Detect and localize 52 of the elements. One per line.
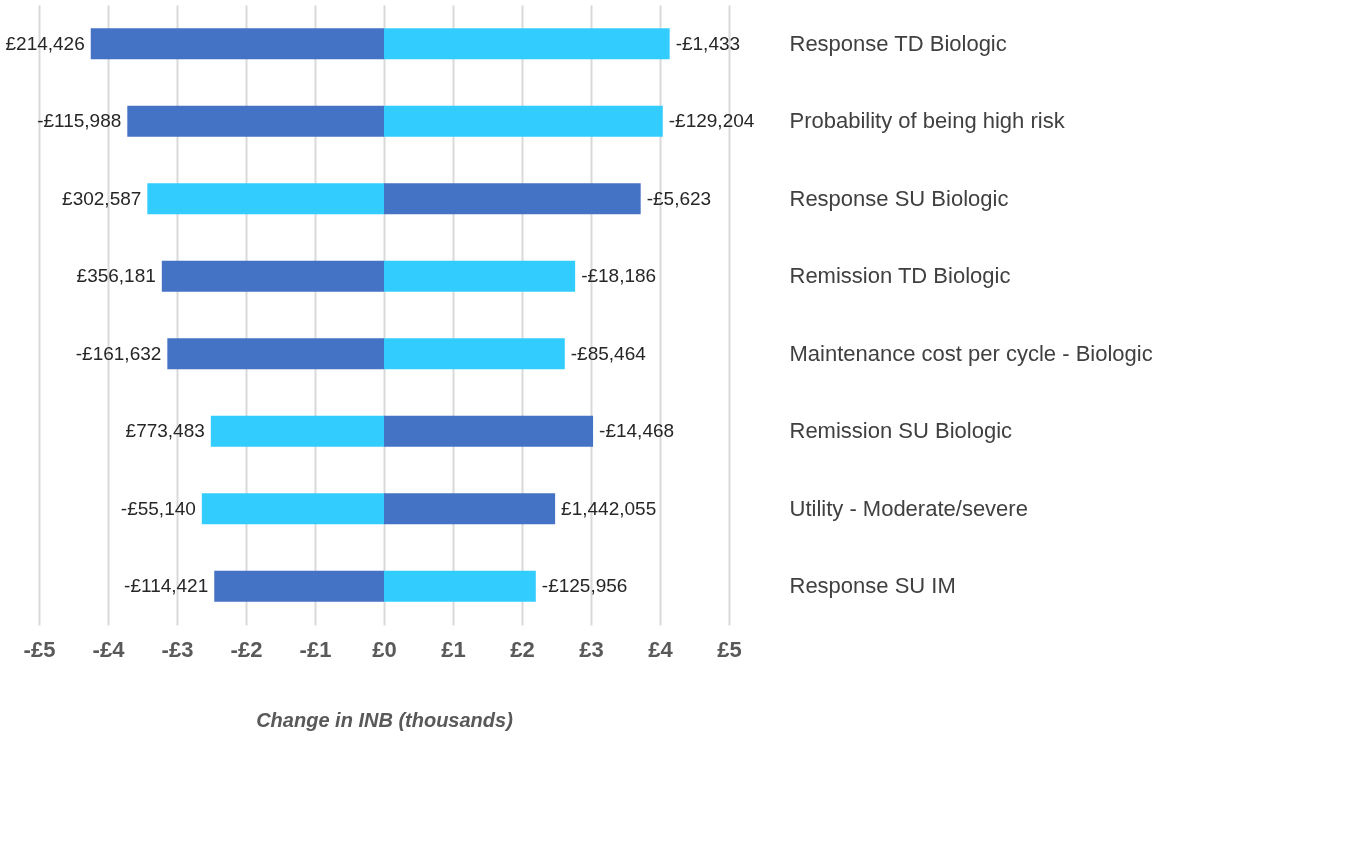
x-tick-label: £1	[441, 636, 466, 662]
bar	[161, 260, 384, 292]
annotation: £1,442,055	[561, 497, 657, 519]
y-tick-label: Response SU Biologic	[789, 185, 1009, 211]
bar	[210, 415, 384, 447]
x-tick-label: -£1	[299, 636, 332, 662]
y-tick-label: Response TD Biologic	[789, 30, 1007, 56]
bar	[384, 260, 576, 292]
annotation: -£85,464	[570, 342, 647, 364]
annotation: -£18,186	[581, 265, 657, 287]
bar	[127, 105, 384, 137]
x-tick-label: -£5	[23, 636, 56, 662]
x-tick-label: £5	[717, 636, 742, 662]
y-tick-label: Response SU IM	[789, 573, 956, 599]
annotation: -£129,204	[668, 110, 755, 132]
annotation: £214,426	[5, 32, 85, 54]
annotation: -£161,632	[75, 342, 162, 364]
bar	[147, 183, 384, 215]
bar	[201, 493, 384, 525]
x-tick-label: £0	[372, 636, 397, 662]
y-tick-label: Probability of being high risk	[789, 108, 1066, 134]
bar	[384, 570, 536, 602]
annotation: -£5,623	[646, 187, 712, 209]
bar	[384, 183, 641, 215]
bar	[384, 493, 556, 525]
y-tick-label: Remission SU Biologic	[789, 418, 1013, 444]
x-tick-label: -£2	[230, 636, 263, 662]
x-tick-label: -£3	[161, 636, 194, 662]
annotation: -£14,468	[599, 420, 675, 442]
bar	[214, 570, 384, 602]
annotation: -£114,421	[124, 575, 209, 597]
x-tick-label: £2	[510, 636, 535, 662]
x-tick-label: £4	[648, 636, 674, 662]
y-tick-label: Maintenance cost per cycle - Biologic	[789, 340, 1153, 366]
bar	[384, 338, 565, 370]
x-axis-title: Change in INB (thousands)	[256, 708, 514, 731]
bar	[384, 415, 594, 447]
annotation: -£1,433	[675, 32, 741, 54]
bar	[167, 338, 384, 370]
annotation: £773,483	[125, 420, 205, 442]
annotation: -£125,956	[541, 575, 628, 597]
y-tick-label: Remission TD Biologic	[789, 263, 1011, 289]
bar	[90, 28, 384, 60]
annotation: -£55,140	[120, 497, 196, 519]
annotation: £356,181	[76, 265, 156, 287]
annotation: -£115,988	[37, 110, 122, 132]
annotation: £302,587	[62, 187, 142, 209]
x-tick-label: -£4	[92, 636, 126, 662]
bar	[384, 28, 670, 60]
y-tick-label: Utility - Moderate/severe	[789, 495, 1028, 521]
bar	[384, 105, 663, 137]
x-tick-label: £3	[579, 636, 604, 662]
